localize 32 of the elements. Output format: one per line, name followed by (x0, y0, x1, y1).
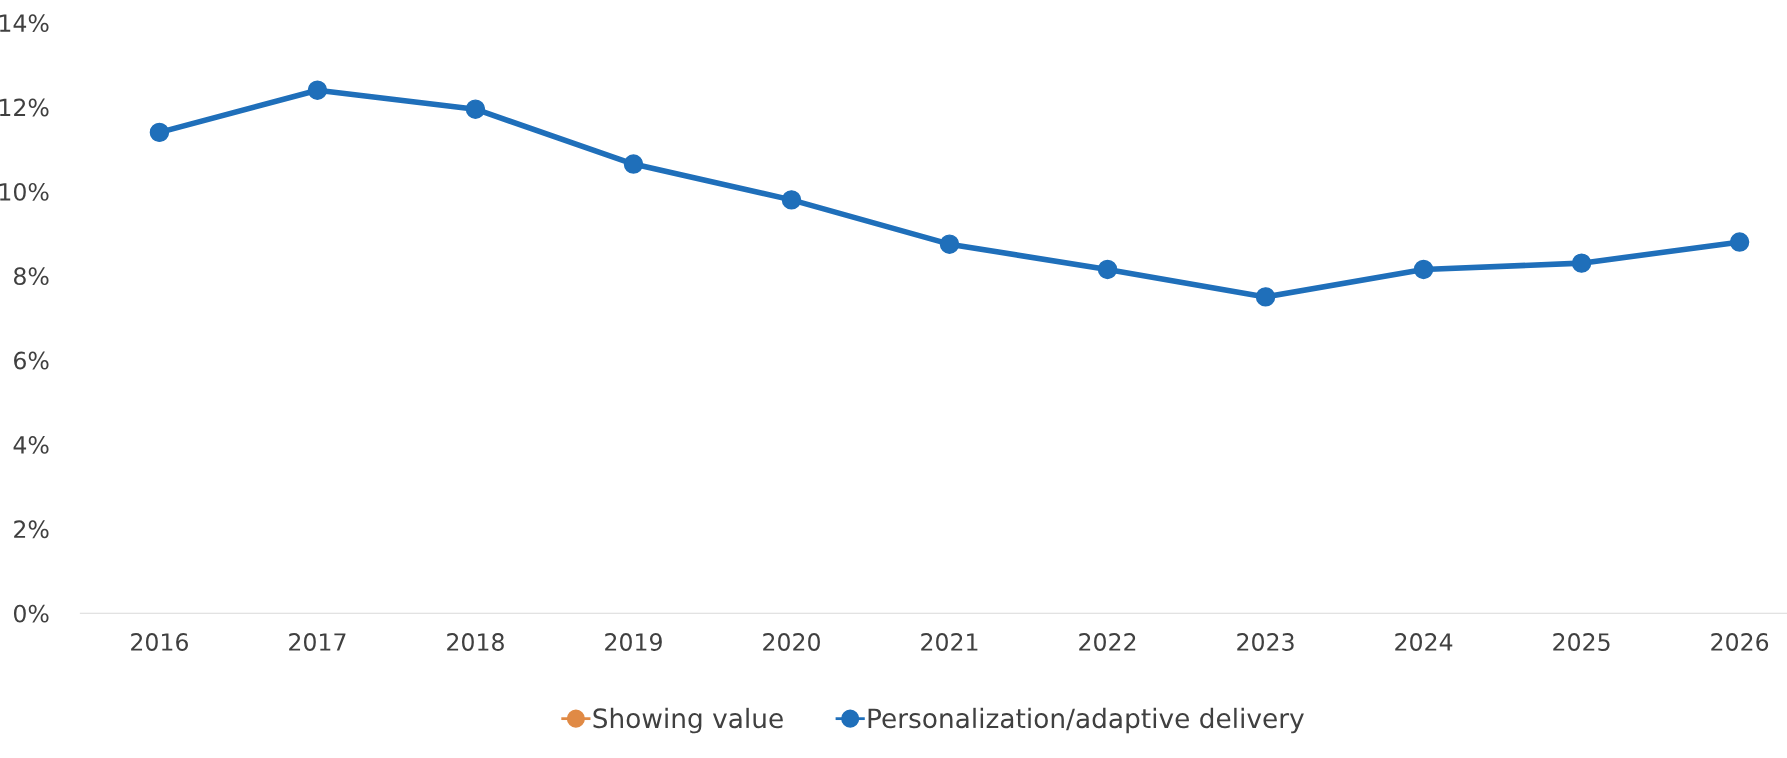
point (1255, 287, 1276, 307)
point (781, 190, 802, 210)
point (939, 234, 960, 254)
x-tick-label: 2020 (763, 633, 820, 651)
point (623, 154, 644, 174)
x-tick-label: 2025 (1553, 633, 1610, 651)
y-tick-label: 2% (14, 520, 49, 539)
point (1729, 232, 1750, 252)
x-tick-label: 2019 (605, 633, 662, 651)
legend-label: Personalization/adaptive delivery (868, 707, 1304, 734)
x-tick-label: 2016 (131, 633, 188, 651)
x-tick-label: 2018 (447, 633, 504, 651)
y-tick-label: 4% (13, 435, 49, 454)
x-tick-label: 2023 (1237, 633, 1294, 651)
point (149, 122, 170, 143)
y-tick-label: 8% (14, 267, 49, 286)
y-tick-label: 14% (0, 14, 49, 33)
point (307, 80, 328, 100)
point (1097, 259, 1118, 280)
y-tick-label: 10% (0, 182, 49, 201)
x-tick-label: 2024 (1395, 633, 1453, 651)
legend-label: Showing value (593, 707, 783, 734)
y-tick-label: 12% (0, 98, 49, 117)
x-tick-label: 2026 (1711, 633, 1769, 651)
y-tick-label: 0% (13, 604, 49, 623)
point (1571, 253, 1592, 273)
x-tick-label: 2022 (1079, 633, 1136, 651)
x-tick-label: 2021 (921, 633, 978, 651)
y-tick-label: 6% (14, 351, 49, 370)
point (1413, 259, 1434, 280)
x-tick-label: 2017 (289, 633, 346, 651)
point (465, 99, 486, 119)
